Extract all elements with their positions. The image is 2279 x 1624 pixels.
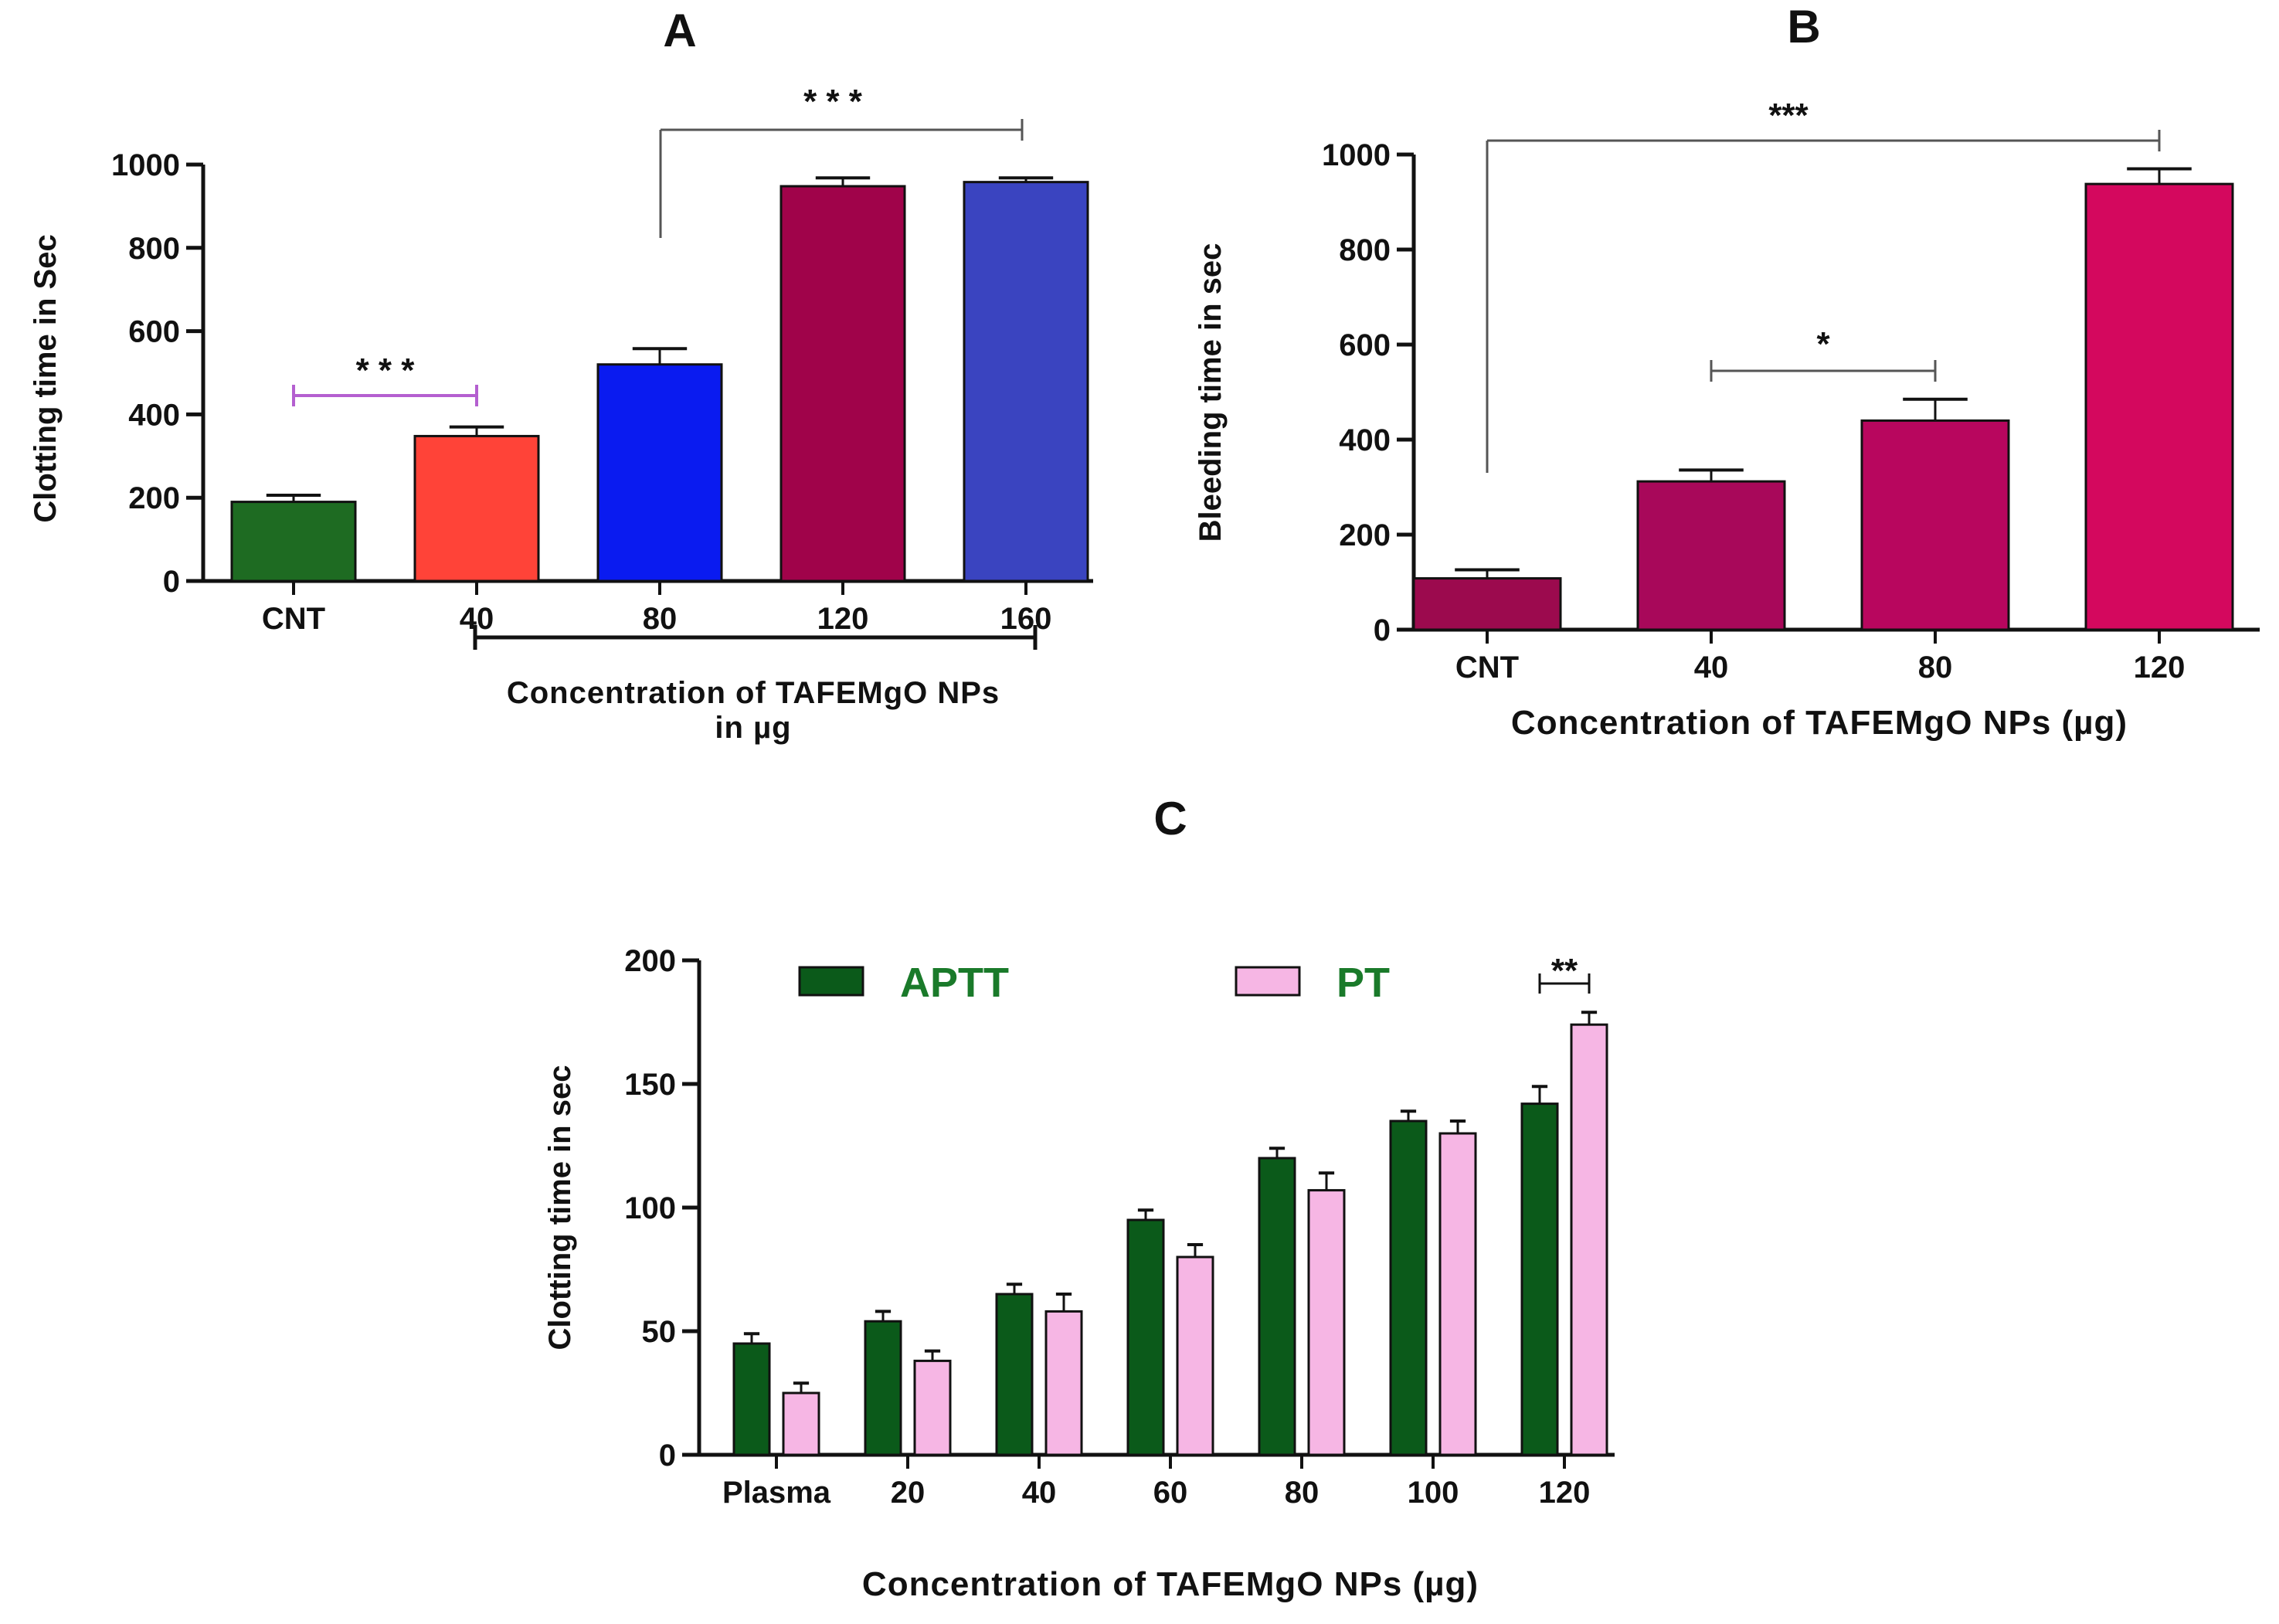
y-tick-label: 200	[624, 944, 676, 978]
y-tick-label: 150	[624, 1068, 676, 1102]
significance-label: * * *	[803, 83, 863, 121]
y-tick-label: 800	[128, 232, 180, 266]
significance-label: ***	[1768, 97, 1809, 134]
bar-aptt	[864, 1320, 902, 1456]
y-axis-label: Clotting time in Sec	[29, 234, 63, 522]
y-tick-label: 200	[128, 481, 180, 515]
x-tick-label: 80	[643, 602, 678, 636]
bar	[779, 185, 906, 583]
x-tick-label: 80	[1285, 1476, 1320, 1510]
x-axis-label: Concentration of TAFEMgO NPs (µg)	[862, 1565, 1479, 1603]
y-tick-label: 50	[642, 1315, 677, 1349]
panel-B: B 0 200 400 600 800 1000 Bleeding time in sec CN…	[1194, 1, 2260, 742]
x-axis-label: Concentration of TAFEMgO NPs (µg)	[1511, 704, 2128, 742]
bar-aptt	[1389, 1119, 1428, 1456]
panel-label: A	[663, 5, 696, 56]
y-axis-label: Clotting time in sec	[543, 1065, 577, 1351]
y-tick-label: 1000	[1322, 138, 1391, 172]
y-tick-label: 400	[128, 398, 180, 432]
bar	[1636, 480, 1786, 631]
bar-aptt	[1126, 1218, 1165, 1456]
bar-aptt	[1258, 1157, 1296, 1456]
bar-aptt	[995, 1293, 1034, 1456]
y-tick-label: 600	[128, 315, 180, 349]
panel-label: C	[1153, 793, 1187, 844]
x-tick-label: Plasma	[722, 1476, 831, 1510]
significance-label: *	[1816, 325, 1830, 363]
y-tick-label: 100	[624, 1191, 676, 1225]
y-axis-label: Bleeding time in sec	[1194, 243, 1228, 542]
bar	[1860, 419, 2010, 631]
y-tick-label: 800	[1339, 233, 1391, 267]
x-tick-label: 20	[891, 1476, 926, 1510]
legend-label-pt: PT	[1336, 960, 1390, 1006]
x-tick-label: 60	[1153, 1476, 1188, 1510]
legend-swatch-aptt	[798, 966, 864, 997]
panel-label: B	[1787, 1, 1820, 53]
legend-label-aptt: APTT	[900, 960, 1009, 1006]
y-tick-label: 0	[163, 565, 180, 599]
legend-swatch-pt	[1235, 966, 1301, 997]
significance-label: **	[1551, 952, 1578, 990]
bar	[1412, 577, 1562, 631]
bar	[2084, 182, 2234, 631]
x-tick-label: 120	[1539, 1476, 1591, 1510]
bar-pt	[1438, 1132, 1477, 1456]
x-tick-label: CNT	[1455, 651, 1519, 685]
bar	[413, 434, 540, 583]
x-tick-label: 100	[1408, 1476, 1459, 1510]
x-tick-label: 40	[1022, 1476, 1057, 1510]
bar-pt	[1044, 1310, 1083, 1456]
y-tick-label: 600	[1339, 328, 1391, 362]
panel-A: A 0 200 400 600 800 1000 Clotting time in Sec CN…	[29, 5, 1093, 745]
bar-aptt	[732, 1342, 771, 1456]
x-axis-label: Concentration of TAFEMgO NPs	[507, 676, 1000, 710]
y-tick-label: 200	[1339, 518, 1391, 552]
y-tick-label: 1000	[111, 148, 180, 182]
bar-pt	[1307, 1189, 1346, 1456]
x-tick-label: 80	[1918, 651, 1953, 685]
x-tick-label: 160	[1000, 602, 1052, 636]
x-tick-label: 120	[2134, 651, 2186, 685]
bar	[963, 181, 1089, 583]
x-axis-label: in µg	[715, 711, 791, 745]
bar-pt	[913, 1359, 952, 1456]
bar-pt	[782, 1391, 820, 1456]
x-tick-label: 40	[1694, 651, 1729, 685]
y-tick-label: 400	[1339, 423, 1391, 457]
bar	[596, 363, 723, 583]
y-tick-label: 0	[659, 1439, 676, 1473]
bar-pt	[1570, 1023, 1608, 1456]
y-tick-label: 0	[1374, 613, 1391, 647]
bar-pt	[1176, 1255, 1214, 1456]
bar	[230, 501, 357, 583]
panel-C: C 0 50 100 150 200 Clotting time in sec Plasma 2…	[543, 793, 1615, 1603]
significance-label: * * *	[356, 352, 416, 389]
x-tick-label: CNT	[262, 602, 325, 636]
bar-aptt	[1520, 1102, 1559, 1456]
x-tick-label: 120	[817, 602, 869, 636]
